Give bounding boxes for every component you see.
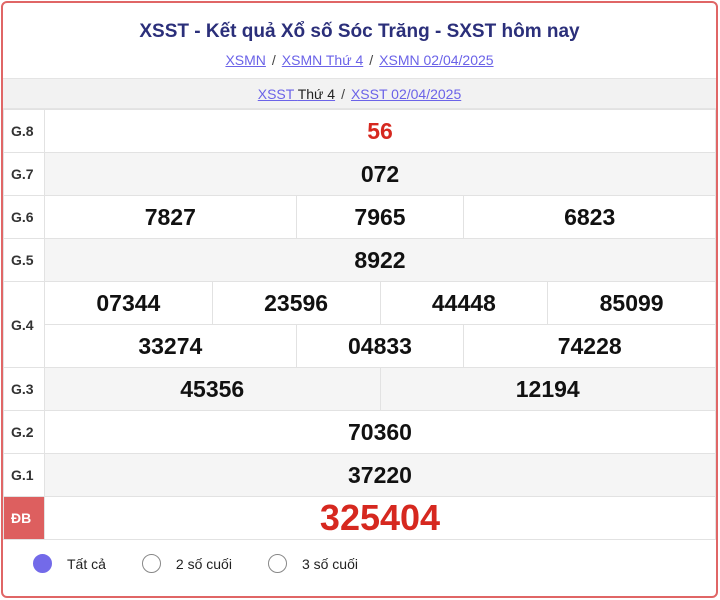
row-g4-b: 33274 04833 74228 bbox=[4, 324, 716, 368]
header: XSST - Kết quả Xổ số Sóc Trăng - SXST hô… bbox=[3, 3, 716, 79]
prize-number: 7965 bbox=[295, 195, 465, 239]
prize-label: G.2 bbox=[3, 410, 45, 454]
breadcrumb-xsmn-day[interactable]: XSMN Thứ 4 bbox=[281, 52, 364, 68]
prize-label: G.4 bbox=[3, 281, 45, 368]
xsst-day-link[interactable]: XSST Thứ 4 bbox=[258, 86, 335, 102]
row-g8: G.8 56 bbox=[3, 109, 716, 153]
prize-number: 56 bbox=[44, 109, 716, 153]
prize-label: ĐB bbox=[3, 496, 45, 540]
filter-all[interactable]: Tất cả bbox=[33, 554, 106, 573]
prize-number: 45356 bbox=[44, 367, 381, 411]
prize-number: 85099 bbox=[547, 281, 716, 325]
filter-label: 3 số cuối bbox=[301, 555, 358, 572]
results-table: G.8 56 G.7 072 G.6 7827 7965 6823 G.5 8922 G.4… bbox=[3, 109, 716, 540]
row-db: ĐB 325404 bbox=[3, 496, 716, 540]
row-g6: G.6 7827 7965 6823 bbox=[3, 195, 716, 239]
prize-number: 8922 bbox=[44, 238, 716, 282]
day-text: Thứ 4 bbox=[297, 86, 336, 102]
xsst-date-link[interactable]: XSST 02/04/2025 bbox=[350, 86, 462, 102]
breadcrumb: XSMN / XSMN Thứ 4/XSMN 02/04/2025 bbox=[225, 52, 494, 68]
prize-number: 07344 bbox=[44, 281, 213, 325]
prize-number: 44448 bbox=[379, 281, 549, 325]
row-g5: G.5 8922 bbox=[3, 238, 716, 282]
page-title: XSST - Kết quả Xổ số Sóc Trăng - SXST hô… bbox=[139, 21, 580, 42]
prize-number: 74228 bbox=[463, 324, 716, 368]
prize-number: 072 bbox=[44, 152, 716, 196]
filter-last-2[interactable]: 2 số cuối bbox=[141, 554, 232, 573]
prize-number: 23596 bbox=[211, 281, 381, 325]
radio-icon[interactable] bbox=[141, 554, 161, 573]
prize-label: G.1 bbox=[3, 453, 45, 497]
radio-icon[interactable] bbox=[267, 554, 287, 573]
digit-filter: Tất cả 2 số cuối 3 số cuối bbox=[3, 540, 716, 573]
prize-number: 33274 bbox=[44, 324, 297, 368]
prize-number: 12194 bbox=[379, 367, 716, 411]
breadcrumb-xsmn[interactable]: XSMN bbox=[225, 52, 266, 68]
row-g3: G.3 45356 12194 bbox=[3, 367, 716, 411]
sub-nav: XSST Thứ 4/XSST 02/04/2025 bbox=[3, 79, 716, 109]
prize-label: G.8 bbox=[3, 109, 45, 153]
xsst-link-text: XSST bbox=[257, 86, 295, 102]
special-prize-number: 325404 bbox=[44, 496, 716, 540]
prize-number: 37220 bbox=[44, 453, 716, 497]
prize-number: 6823 bbox=[463, 195, 716, 239]
filter-label: Tất cả bbox=[67, 555, 106, 572]
prize-number: 04833 bbox=[295, 324, 465, 368]
breadcrumb-xsmn-date[interactable]: XSMN 02/04/2025 bbox=[379, 52, 494, 68]
row-g1: G.1 37220 bbox=[3, 453, 716, 497]
row-g2: G.2 70360 bbox=[3, 410, 716, 454]
prize-number: 7827 bbox=[44, 195, 297, 239]
prize-label: G.3 bbox=[3, 367, 45, 411]
prize-label: G.7 bbox=[3, 152, 45, 196]
row-g7: G.7 072 bbox=[3, 152, 716, 196]
filter-label: 2 số cuối bbox=[175, 555, 232, 572]
filter-last-3[interactable]: 3 số cuối bbox=[267, 554, 358, 573]
row-g4: G.4 07344 23596 44448 85099 bbox=[3, 281, 716, 368]
prize-label: G.6 bbox=[3, 195, 45, 239]
prize-label: G.5 bbox=[3, 238, 45, 282]
prize-number: 70360 bbox=[44, 410, 716, 454]
radio-selected-icon[interactable] bbox=[33, 554, 52, 573]
